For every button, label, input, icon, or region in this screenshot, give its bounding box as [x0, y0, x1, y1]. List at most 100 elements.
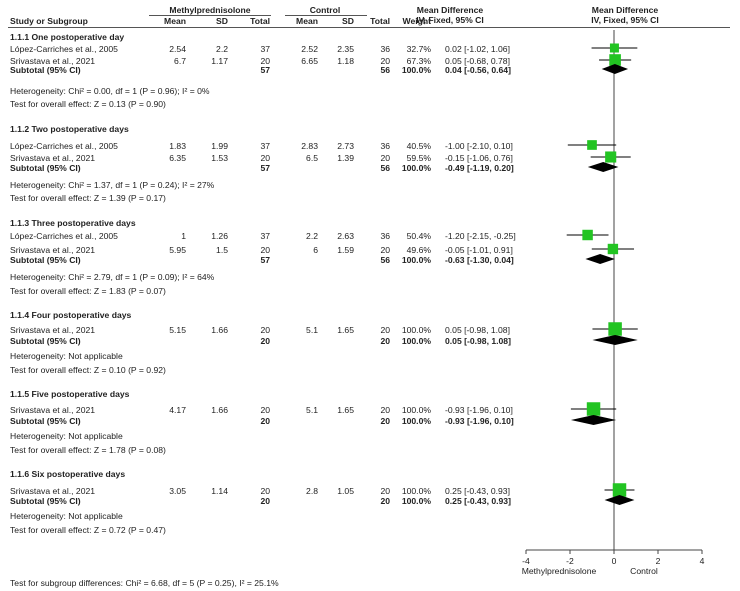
subgroup-title: 1.1.4 Four postoperative days — [10, 310, 132, 320]
group1-header: Methylprednisolone — [169, 5, 251, 15]
total1-cell: 20 — [260, 245, 270, 255]
subgroup-title: 1.1.1 One postoperative day — [10, 32, 125, 42]
sd2-cell: 1.39 — [337, 153, 354, 163]
subtotal-weight: 100.0% — [401, 416, 431, 426]
plot-subtitle: IV, Fixed, 95% CI — [591, 15, 659, 25]
subtotal-diamond — [592, 335, 638, 345]
total1-cell: 20 — [260, 405, 270, 415]
subtotal-ci: 0.04 [-0.56, 0.64] — [445, 65, 511, 75]
overall-effect-text: Test for overall effect: Z = 0.10 (P = 0… — [10, 365, 166, 375]
group1-underline — [149, 15, 271, 16]
favours-right-label: Control — [630, 566, 658, 576]
subtotal-diamond — [601, 64, 629, 74]
total1-column-header: Total — [250, 16, 270, 26]
subtotal-total1: 57 — [260, 163, 270, 173]
sd2-cell: 1.59 — [337, 245, 354, 255]
sd1-cell: 2.2 — [216, 44, 228, 54]
subtotal-ci: 0.05 [-0.98, 1.08] — [445, 336, 511, 346]
study-estimate-square — [612, 483, 627, 497]
study-estimate-square — [582, 229, 593, 241]
total1-cell: 37 — [260, 231, 270, 241]
sd2-cell: 2.73 — [337, 141, 354, 151]
subtotal-weight: 100.0% — [401, 163, 431, 173]
study-estimate-square — [586, 402, 601, 416]
header-rule — [8, 27, 730, 28]
subtotal-label: Subtotal (95% CI) — [10, 255, 81, 265]
subtotal-total2: 56 — [380, 163, 390, 173]
sd2-cell: 2.63 — [337, 231, 354, 241]
ci-cell: -0.15 [-1.06, 0.76] — [445, 153, 513, 163]
total1-cell: 20 — [260, 153, 270, 163]
study-estimate-square — [605, 151, 617, 163]
subtotal-total1: 20 — [260, 416, 270, 426]
total2-cell: 20 — [380, 245, 390, 255]
subtotal-ci: -0.49 [-1.19, 0.20] — [445, 163, 514, 173]
subtotal-total2: 20 — [380, 336, 390, 346]
overall-effect-text: Test for overall effect: Z = 1.39 (P = 0… — [10, 193, 166, 203]
study-estimate-square — [608, 322, 622, 336]
sd2-cell: 1.18 — [337, 56, 354, 66]
subtotal-ci: -0.63 [-1.30, 0.04] — [445, 255, 514, 265]
mean2-cell: 2.8 — [306, 486, 318, 496]
mean2-cell: 2.52 — [301, 44, 318, 54]
subtotal-total2: 56 — [380, 255, 390, 265]
sd2-cell: 1.05 — [337, 486, 354, 496]
total2-cell: 36 — [380, 44, 390, 54]
sd1-cell: 1.66 — [211, 325, 228, 335]
heterogeneity-text: Heterogeneity: Not applicable — [10, 351, 123, 361]
overall-effect-text: Test for overall effect: Z = 1.78 (P = 0… — [10, 445, 166, 455]
study-estimate-square — [587, 140, 597, 150]
subtotal-total2: 20 — [380, 416, 390, 426]
subtotal-total2: 56 — [380, 65, 390, 75]
overall-effect-text: Test for overall effect: Z = 0.72 (P = 0… — [10, 525, 166, 535]
overall-effect-text: Test for overall effect: Z = 0.13 (P = 0… — [10, 99, 166, 109]
ci-cell: 0.25 [-0.43, 0.93] — [445, 486, 510, 496]
weight-cell: 100.0% — [401, 486, 431, 496]
mean1-cell: 1.83 — [169, 141, 186, 151]
mean2-cell: 2.2 — [306, 231, 318, 241]
mean2-cell: 6 — [313, 245, 318, 255]
group2-header: Control — [309, 5, 341, 15]
sd1-cell: 1.99 — [211, 141, 228, 151]
ci-cell: 0.02 [-1.02, 1.06] — [445, 44, 510, 54]
subtotal-total1: 20 — [260, 496, 270, 506]
subtotal-weight: 100.0% — [401, 496, 431, 506]
subtotal-total1: 57 — [260, 65, 270, 75]
weight-cell: 59.5% — [406, 153, 431, 163]
ci-cell: -0.93 [-1.96, 0.10] — [445, 405, 513, 415]
subtotal-label: Subtotal (95% CI) — [10, 163, 81, 173]
sd1-cell: 1.66 — [211, 405, 228, 415]
mean1-cell: 3.05 — [169, 486, 186, 496]
total2-cell: 20 — [380, 405, 390, 415]
mean1-cell: 4.17 — [169, 405, 186, 415]
study-estimate-square — [609, 54, 621, 66]
mean1-cell: 6.35 — [169, 153, 186, 163]
ci-cell: -0.05 [-1.01, 0.91] — [445, 245, 513, 255]
subgroup-title: 1.1.5 Five postoperative days — [10, 389, 130, 399]
subtotal-diamond — [587, 162, 619, 172]
md-column-subtitle: IV, Fixed, 95% CI — [416, 15, 484, 25]
mean2-cell: 5.1 — [306, 325, 318, 335]
subtotal-label: Subtotal (95% CI) — [10, 336, 81, 346]
subtotal-label: Subtotal (95% CI) — [10, 65, 81, 75]
total1-cell: 37 — [260, 44, 270, 54]
study-name: Srivastava et al., 2021 — [10, 405, 96, 415]
subtotal-total1: 57 — [260, 255, 270, 265]
subtotal-diamond — [585, 254, 615, 264]
total2-cell: 20 — [380, 153, 390, 163]
weight-cell: 40.5% — [406, 141, 431, 151]
subtotal-weight: 100.0% — [401, 65, 431, 75]
mean1-cell: 5.95 — [169, 245, 186, 255]
total1-cell: 20 — [260, 486, 270, 496]
sd1-cell: 1.5 — [216, 245, 228, 255]
md-column-title: Mean Difference — [416, 5, 484, 15]
total2-cell: 20 — [380, 325, 390, 335]
sd1-column-header: SD — [216, 16, 228, 26]
total1-cell: 20 — [260, 325, 270, 335]
sd1-cell: 1.26 — [211, 231, 228, 241]
plot-title: Mean Difference — [591, 5, 659, 15]
study-estimate-square — [609, 43, 619, 53]
heterogeneity-text: Heterogeneity: Not applicable — [10, 431, 123, 441]
group2-underline — [285, 15, 367, 16]
study-name: Srivastava et al., 2021 — [10, 325, 96, 335]
